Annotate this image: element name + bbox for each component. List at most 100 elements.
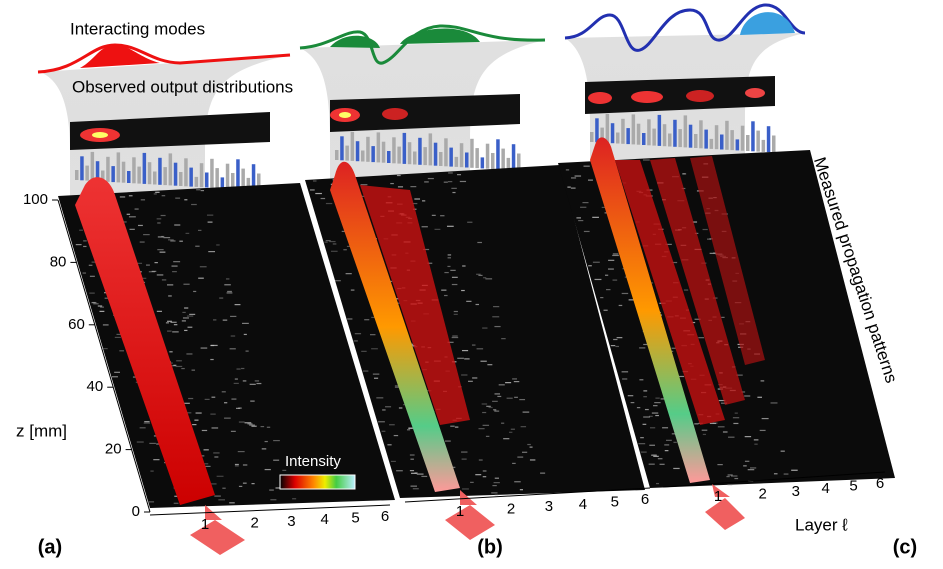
speckle-dot — [444, 271, 449, 274]
speckle-dot — [578, 219, 584, 222]
speckle-dot — [749, 467, 757, 469]
bar — [80, 156, 84, 181]
speckle-dot — [381, 430, 386, 432]
speckle-dot — [140, 199, 146, 201]
speckle-dot — [238, 421, 245, 423]
layer-tick-label: 2 — [759, 485, 767, 502]
speckle-dot — [168, 295, 172, 297]
speckle-dot — [606, 289, 611, 291]
speckle-dot — [512, 378, 517, 380]
bar — [423, 147, 427, 166]
bar — [199, 163, 204, 188]
speckle-dot — [503, 438, 510, 440]
axis-label: z [mm] — [16, 421, 67, 440]
bar — [642, 133, 646, 145]
bar — [735, 139, 740, 151]
speckle-dot — [251, 425, 257, 427]
bar — [361, 150, 365, 162]
output-strips — [70, 76, 775, 150]
speckle-dot — [382, 409, 386, 411]
speckle-dot — [390, 182, 394, 185]
bar — [153, 171, 157, 185]
speckle-dot — [480, 360, 487, 362]
speckle-dot — [448, 172, 453, 174]
bar — [189, 167, 193, 187]
speckle-dot — [759, 429, 766, 432]
speckle-dot — [454, 426, 459, 428]
bar — [636, 123, 641, 145]
mode-curve — [330, 28, 480, 48]
z-tick-label: 0 — [132, 503, 140, 520]
speckle-dot — [659, 463, 665, 465]
panel-plane — [58, 183, 395, 508]
speckle-dot — [324, 241, 328, 243]
speckle-dot — [172, 271, 177, 273]
speckle-dot — [409, 454, 415, 456]
speckle-dot — [482, 424, 490, 426]
speckle-dot — [205, 465, 211, 467]
speckle-dot — [264, 440, 268, 443]
speckle-dot — [731, 475, 738, 477]
bar — [491, 153, 495, 169]
bar — [772, 135, 776, 153]
speckle-dot — [174, 495, 179, 497]
bar — [621, 118, 625, 144]
speckle-dot — [166, 284, 174, 286]
speckle-dot — [411, 472, 417, 474]
speckle-dot — [612, 254, 619, 257]
speckle-dot — [665, 439, 672, 441]
speckle-dot — [137, 262, 143, 264]
speckle-dot — [733, 422, 739, 425]
speckle-dot — [414, 198, 421, 200]
bar — [220, 177, 225, 189]
speckle-dot — [159, 251, 166, 253]
speckle-dot — [655, 482, 660, 485]
speckle-dot — [129, 228, 135, 230]
z-tick-label: 20 — [105, 441, 122, 458]
speckle-dot — [330, 250, 338, 252]
speckle-dot — [682, 173, 686, 175]
speckle-dot — [472, 377, 478, 379]
speckle-dot — [482, 327, 488, 329]
speckle-dot — [256, 382, 262, 385]
speckle-dot — [397, 186, 404, 188]
speckle-dot — [482, 411, 487, 414]
speckle-dot — [412, 488, 419, 490]
speckle-dot — [451, 336, 459, 339]
bar — [75, 170, 79, 180]
speckle-dot — [393, 434, 399, 437]
speckle-dot — [701, 429, 708, 431]
speckle-dot — [498, 384, 505, 386]
speckle-dot — [471, 344, 476, 346]
speckle-dot — [406, 429, 411, 431]
speckle-dot — [653, 455, 659, 457]
speckle-dot — [237, 450, 245, 453]
speckle-dot — [638, 443, 646, 445]
z-tick-label: 60 — [68, 316, 85, 333]
speckle-dot — [621, 371, 629, 373]
speckle-dot — [421, 226, 428, 228]
speckle-dot — [79, 229, 83, 231]
speckle-dot — [652, 454, 656, 456]
speckle-dot — [187, 326, 193, 328]
speckle-dot — [654, 402, 661, 404]
speckle-dot — [234, 463, 239, 466]
speckle-dot — [630, 402, 635, 404]
speckle-dot — [199, 266, 207, 268]
bar — [694, 134, 698, 148]
bar — [376, 132, 381, 163]
speckle-dot — [447, 265, 451, 268]
speckle-dot — [580, 206, 587, 208]
speckle-dot — [736, 374, 743, 376]
speckle-dot — [167, 330, 172, 332]
speckle-dot — [627, 395, 634, 397]
bar — [740, 125, 745, 151]
speckle-dot — [102, 324, 109, 326]
speckle-dot — [168, 239, 174, 241]
label: Observed output distributions — [72, 77, 293, 96]
bar — [668, 133, 672, 147]
speckle-dot — [207, 221, 213, 223]
speckle-dot — [481, 403, 488, 405]
speckle-dot — [140, 277, 147, 279]
bar — [179, 172, 183, 186]
